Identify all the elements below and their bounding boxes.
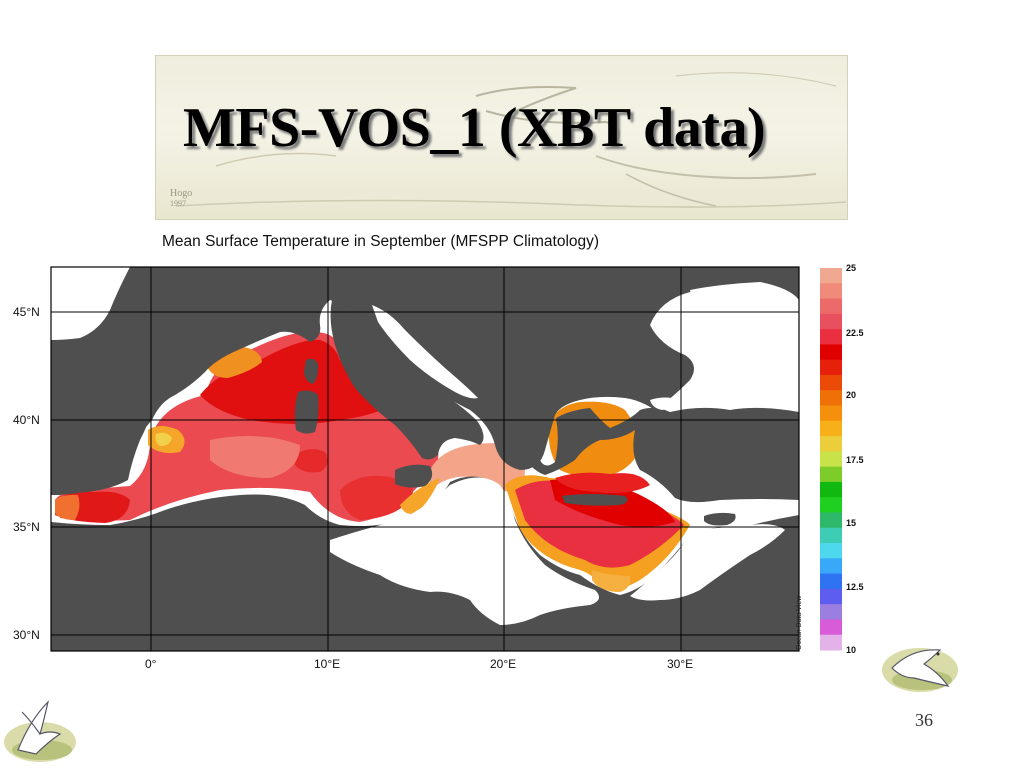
colorbar-swatch [820, 558, 842, 575]
colorbar-swatch [820, 573, 842, 590]
colorbar-swatch [820, 329, 842, 345]
sea-nodata-levant-east [630, 524, 785, 601]
colorbar-swatch [820, 405, 842, 422]
sea-nodata-atlantic [51, 267, 130, 340]
temp-field-levantine-red [515, 480, 684, 568]
lat-label-30n: 30°N [13, 628, 40, 642]
temp-field-liguro-provencal [200, 339, 400, 424]
temp-field-sicily-strait [400, 478, 440, 514]
colorbar-swatch [820, 543, 842, 559]
colorbar-swatch [820, 359, 842, 376]
lon-label-30e: 30°E [667, 657, 694, 671]
temp-field-balearic-yellow [155, 432, 172, 446]
land-cyprus-shape [704, 512, 736, 526]
colorbar-swatch [820, 481, 842, 498]
colorbar-swatch [820, 451, 842, 468]
svg-text:1997: 1997 [170, 199, 186, 208]
land-crete [562, 494, 628, 506]
temp-field-alboran-orange [55, 494, 80, 520]
lon-label-10e: 10°E [314, 657, 341, 671]
temp-field-aegean-south [555, 472, 650, 494]
slide-title: MFS-VOS_1 (XBT data) [183, 97, 766, 159]
page-number: 36 [915, 710, 933, 730]
colorbar-swatch [820, 512, 842, 529]
colorbar-swatch [820, 634, 842, 651]
colorbar-label-17-5: 17.5 [846, 455, 864, 465]
colorbar-swatch [820, 588, 842, 605]
colorbar [820, 268, 842, 651]
colorbar-swatch [820, 527, 842, 544]
colorbar-label-10: 10 [846, 645, 857, 655]
sea-nodata-gulf-of-sidra [330, 477, 599, 625]
colorbar-swatch [820, 619, 842, 636]
lat-label-45n: 45°N [13, 305, 40, 319]
map-layers [51, 267, 799, 651]
colorbar-swatch [820, 436, 842, 452]
seagull-sketch-background: Hogo 1997 [170, 72, 847, 208]
colorbar-swatch [820, 604, 842, 620]
seagull-logo-icon [4, 700, 76, 762]
colorbar-label-25: 25 [846, 263, 857, 273]
colorbar-label-22-5: 22.5 [846, 328, 864, 338]
title-banner: Hogo 1997 [155, 55, 848, 220]
colorbar-swatch [820, 268, 842, 284]
colorbar-label-20: 20 [846, 390, 857, 400]
land-iberia [51, 330, 152, 494]
map-border [50, 266, 800, 652]
map-gridlines [51, 267, 799, 651]
ocean-data-view-credit: Ocean Data View [796, 595, 803, 650]
colorbar-swatch [820, 420, 842, 437]
colorbar-swatch [820, 497, 842, 513]
map-title: Mean Surface Temperature in September (M… [162, 233, 600, 250]
land-corsica [304, 358, 319, 384]
colorbar-label-12-5: 12.5 [846, 582, 864, 592]
temp-field-tyrrhenian-south [340, 475, 413, 520]
temp-field-levant-tail [592, 570, 631, 592]
temp-field-warm-patch-center [295, 449, 328, 473]
sketch-signature: Hogo [170, 188, 192, 199]
sea-nodata-marmara [650, 397, 680, 410]
sea-nodata-adriatic [372, 305, 478, 399]
colorbar-swatch [820, 374, 842, 391]
colorbar-swatch [820, 344, 842, 361]
colorbar-swatch [820, 466, 842, 483]
temp-field-lighter-center [210, 436, 300, 478]
land-sicily [395, 464, 433, 488]
land-balkans [470, 395, 799, 503]
sea-nodata-blacksea [690, 282, 799, 325]
colorbar-swatch [820, 283, 842, 300]
lat-label-35n: 35°N [13, 520, 40, 534]
land-sardinia [294, 390, 319, 434]
lat-label-40n: 40°N [13, 413, 40, 427]
colorbar-swatch [820, 313, 842, 330]
lon-label-20e: 20°E [490, 657, 517, 671]
colorbar-swatch [820, 390, 842, 407]
colorbar-label-15: 15 [846, 518, 857, 528]
seagull-logo-icon-right [882, 648, 958, 692]
lon-label-0: 0° [145, 657, 157, 671]
colorbar-swatch [820, 298, 842, 315]
